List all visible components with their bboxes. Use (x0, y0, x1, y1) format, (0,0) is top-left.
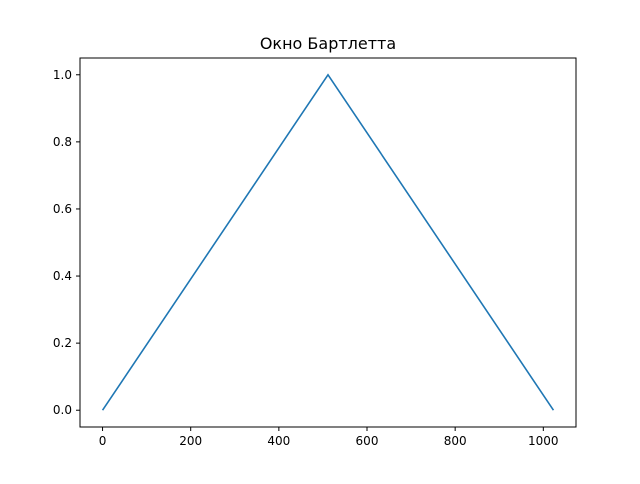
x-tick-label: 0 (99, 434, 107, 448)
y-tick-label: 0.4 (53, 269, 72, 283)
chart-title: Окно Бартлетта (260, 34, 396, 53)
x-tick-label: 600 (356, 434, 379, 448)
y-axis: 0.0 0.2 0.4 0.6 0.8 1.0 (53, 68, 80, 417)
x-tick-label: 800 (444, 434, 467, 448)
series-line (101, 73, 555, 411)
plot-area (101, 73, 555, 411)
x-axis: 0 200 400 600 800 1000 (99, 427, 559, 448)
x-tick-label: 400 (267, 434, 290, 448)
y-tick-label: 0.0 (53, 403, 72, 417)
y-tick-label: 0.2 (53, 336, 72, 350)
y-tick-label: 0.8 (53, 135, 72, 149)
x-tick-label: 1000 (528, 434, 559, 448)
axes-frame (79, 57, 577, 428)
y-tick-label: 1.0 (53, 68, 72, 82)
y-tick-label: 0.6 (53, 202, 72, 216)
x-tick-label: 200 (179, 434, 202, 448)
